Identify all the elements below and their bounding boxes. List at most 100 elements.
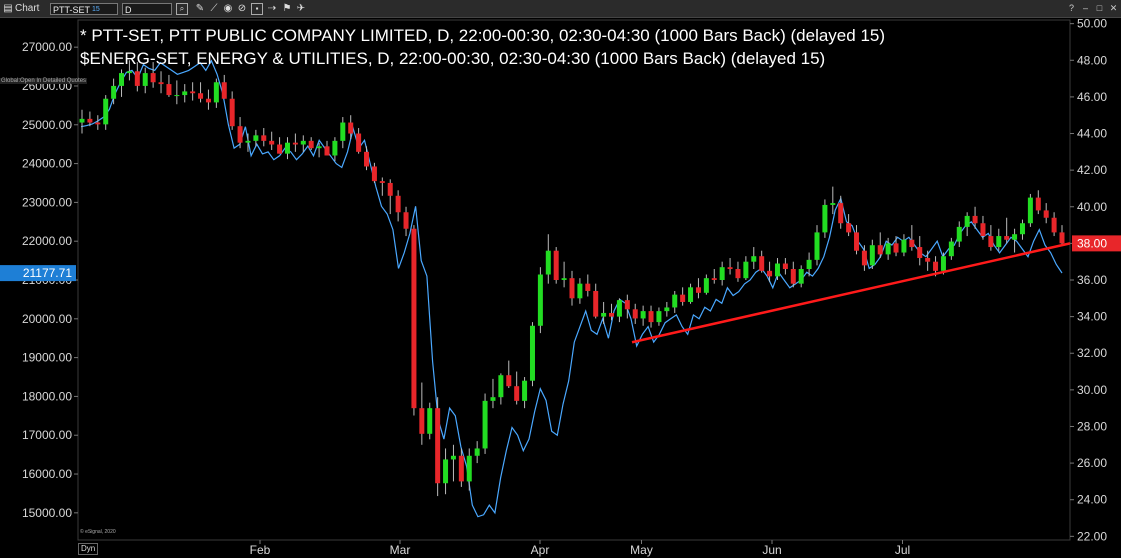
- candle-body: [545, 250, 551, 275]
- candle-body: [854, 232, 860, 251]
- candle-body: [996, 236, 1002, 248]
- candle-body: [371, 166, 377, 182]
- candle-body: [514, 386, 520, 401]
- candle-body: [782, 263, 788, 270]
- x-axis-month-label: May: [630, 543, 653, 557]
- candle-body: [103, 98, 109, 125]
- index-line: [80, 59, 1063, 518]
- candle-body: [237, 126, 243, 143]
- left-axis-tick-label: 22000.00: [22, 234, 72, 248]
- chart-titlebar: ▤ Chart PTT-SET 15 D ⌕ ✎ ⟋ ◉ ⊘ ▪ ⇢ ⚑ ✈ ? …: [0, 0, 1121, 18]
- help-icon[interactable]: ?: [1068, 3, 1074, 13]
- x-axis-month-label: Feb: [250, 543, 271, 557]
- symbol-delay-badge: 15: [92, 6, 100, 13]
- candle-body: [229, 98, 235, 127]
- eye-icon[interactable]: ◉: [223, 3, 233, 14]
- candle-body: [1012, 234, 1018, 240]
- candle-body: [261, 135, 267, 141]
- candle-body: [806, 259, 812, 270]
- candle-body: [656, 311, 662, 323]
- copyright-notice: © eSignal, 2020: [80, 529, 116, 535]
- candle-body: [498, 375, 504, 398]
- candle-body: [79, 118, 85, 123]
- candle-body: [348, 122, 354, 134]
- left-axis-tick-label: 27000.00: [22, 40, 72, 54]
- candle-body: [245, 140, 251, 143]
- candle-body: [522, 380, 528, 401]
- line-tool-icon[interactable]: ⟋: [210, 3, 218, 14]
- candle-body: [332, 140, 338, 156]
- no-icon[interactable]: ⊘: [237, 3, 247, 14]
- candle-body: [1051, 217, 1057, 233]
- candle-body: [111, 85, 117, 99]
- flag-icon[interactable]: ⚑: [282, 3, 292, 14]
- x-axis-month-label: Apr: [531, 543, 550, 557]
- candle-body: [1027, 197, 1033, 224]
- open-detailed-quotes-tooltip[interactable]: Global:Open In Detailed Quotes: [0, 78, 88, 84]
- support-trendline[interactable]: [631, 242, 1071, 344]
- candle-body: [1019, 223, 1025, 235]
- left-axis-tick-label: 16000.00: [22, 467, 72, 481]
- candle-body: [158, 82, 164, 85]
- candle-body: [869, 245, 875, 266]
- candle-body: [205, 98, 211, 103]
- save-icon[interactable]: ▪: [251, 3, 263, 15]
- link-icon[interactable]: ⇢: [267, 3, 277, 14]
- candle-body: [482, 400, 488, 449]
- candle-body: [688, 287, 694, 302]
- candle-body: [609, 312, 615, 317]
- left-axis-tick-label: 24000.00: [22, 157, 72, 171]
- candle-body: [443, 459, 449, 484]
- candle-body: [340, 122, 346, 141]
- candle-body: [126, 71, 132, 74]
- window-label: Chart: [15, 3, 40, 14]
- x-axis-month-label: Jul: [895, 543, 910, 557]
- candle-body: [616, 300, 622, 317]
- candle-body: [980, 223, 986, 237]
- candle-body: [885, 243, 891, 255]
- candle-body: [316, 146, 322, 149]
- candle-body: [767, 270, 773, 277]
- candle-body: [569, 278, 575, 299]
- search-icon[interactable]: ⌕: [176, 3, 188, 15]
- candle-body: [403, 212, 409, 229]
- candle-body: [877, 245, 883, 255]
- candle-body: [529, 325, 535, 381]
- candle-body: [624, 300, 630, 310]
- candle-body: [632, 309, 638, 319]
- right-axis-tick-label: 42.00: [1077, 163, 1107, 177]
- candle-body: [150, 73, 156, 83]
- candle-body: [743, 261, 749, 279]
- candle-body: [735, 269, 741, 279]
- price-last-value-label: 38.00: [1077, 236, 1107, 250]
- candle-body: [719, 267, 725, 280]
- candle-body: [474, 448, 480, 456]
- candle-body: [751, 256, 757, 262]
- candle-body: [435, 408, 441, 484]
- dyn-toggle[interactable]: Dyn: [78, 543, 99, 555]
- symbol-text: PTT-SET: [53, 5, 91, 15]
- candle-body: [759, 256, 765, 271]
- candle-body: [640, 311, 646, 319]
- twitter-icon[interactable]: ✈: [296, 3, 306, 14]
- candle-body: [577, 283, 583, 299]
- candle-body: [648, 311, 654, 323]
- candle-body: [253, 135, 259, 141]
- candle-body: [87, 118, 93, 123]
- left-axis-tick-label: 23000.00: [22, 195, 72, 209]
- candle-body: [466, 455, 472, 482]
- candle-body: [95, 122, 101, 125]
- candle-body: [506, 375, 512, 387]
- candle-body: [411, 228, 417, 409]
- interval-input[interactable]: D: [122, 3, 172, 15]
- candle-body: [284, 142, 290, 154]
- maximize-icon[interactable]: □: [1096, 3, 1103, 13]
- right-axis-tick-label: 36.00: [1077, 273, 1107, 287]
- symbol-input[interactable]: PTT-SET 15: [50, 3, 118, 15]
- minimize-icon[interactable]: –: [1082, 3, 1088, 13]
- left-axis-tick-label: 19000.00: [22, 351, 72, 365]
- close-icon[interactable]: ✕: [1109, 3, 1118, 13]
- pencil-icon[interactable]: ✎: [195, 3, 205, 14]
- right-axis-tick-label: 48.00: [1077, 53, 1107, 67]
